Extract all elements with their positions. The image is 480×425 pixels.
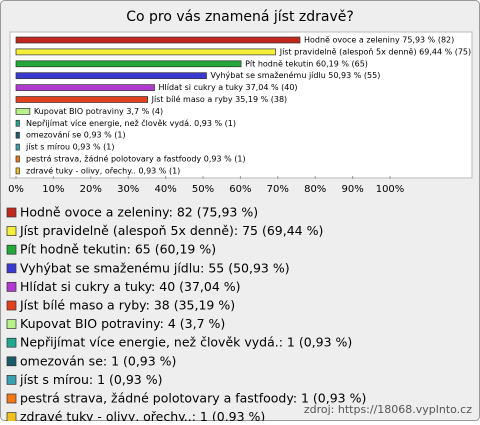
- bar: [15, 96, 148, 103]
- legend-label: omezován se: 1 (0,93 %): [20, 353, 176, 368]
- x-tick-label: 80%: [304, 184, 326, 195]
- bar: [15, 119, 20, 127]
- x-tick-label: 10%: [42, 184, 64, 195]
- bar: [15, 48, 277, 56]
- bar: [15, 167, 20, 175]
- bar-label: Jíst bílé maso a ryby 35,19 % (38): [151, 94, 288, 104]
- legend-label: Pít hodně tekutin: 65 (60,19 %): [20, 242, 216, 257]
- legend-label: pestrá strava, žádné polotovary a fastfo…: [20, 391, 366, 406]
- x-tick-label: 20%: [80, 184, 102, 195]
- x-tick-label: 70%: [267, 184, 289, 195]
- bar-label: Hodně ovoce a zeleniny 75,93 % (82): [304, 36, 454, 45]
- bar: [15, 155, 20, 163]
- bar-label: Jíst pravidelně (alespoň 5x denně) 69,44…: [279, 46, 471, 56]
- x-tick-label: 40%: [154, 184, 176, 195]
- x-tick-label: 50%: [192, 184, 214, 195]
- x-tick-label: 0%: [8, 184, 24, 195]
- legend-label: Kupovat BIO potraviny: 4 (3,7 %): [20, 316, 225, 331]
- bar: [15, 72, 207, 80]
- legend-swatch: [6, 263, 17, 274]
- bar-label: jíst s mírou 0,93 % (1): [25, 143, 114, 152]
- x-tick-label: 30%: [117, 184, 139, 195]
- legend-swatch: [6, 393, 17, 404]
- bar: [15, 131, 20, 139]
- bar-label: Kupovat BIO potraviny 3,7 % (4): [34, 107, 163, 116]
- bar: [15, 84, 155, 91]
- legend-swatch: [6, 282, 17, 292]
- bar-label: Nepřijímat více energie, než člověk vydá…: [26, 118, 236, 128]
- bar-label: Vyhýbat se smaženému jídlu 50,93 % (55): [210, 70, 380, 80]
- legend-swatch: [6, 356, 17, 367]
- legend-swatch: [6, 319, 17, 329]
- legend-swatch: [6, 226, 17, 236]
- legend-swatch: [6, 375, 17, 385]
- legend-swatch: [6, 412, 17, 422]
- bar: [15, 143, 20, 151]
- bars: Hodně ovoce a zeleniny 75,93 % (82)Jíst …: [15, 36, 471, 175]
- bar-label: Hlídat si cukry a tuky 37,04 % (40): [159, 83, 298, 92]
- legend-label: jíst s mírou: 1 (0,93 %): [19, 372, 162, 387]
- x-tick-label: 60%: [229, 184, 251, 195]
- legend-label: Jíst pravidelně (alespoň 5x denně): 75 (…: [19, 223, 323, 238]
- source: zdroj: https://18068.vyplnto.cz: [304, 403, 472, 416]
- legend-label: Nepřijímat více energie, než člověk vydá…: [20, 335, 352, 350]
- legend-label: Hlídat si cukry a tuky: 40 (37,04 %): [20, 279, 241, 294]
- legend-label: zdravé tuky - olivy, ořechy..: 1 (0,93 %…: [20, 409, 265, 421]
- legend-swatch: [6, 300, 17, 311]
- bar: [15, 36, 301, 44]
- legend-label: Hodně ovoce a zeleniny: 82 (75,93 %): [20, 205, 258, 220]
- x-tick-label: 90%: [341, 184, 363, 195]
- legend-swatch: [6, 207, 17, 218]
- bar: [15, 108, 31, 115]
- legend-label: Vyhýbat se smaženému jídlu: 55 (50,93 %): [20, 260, 290, 275]
- legend-swatch: [6, 337, 17, 348]
- bar-label: Pít hodně tekutin 60,19 % (65): [245, 59, 368, 68]
- chart-title: Co pro vás znamená jíst zdravě?: [126, 9, 354, 25]
- x-tick-label: 100%: [376, 184, 405, 195]
- bar-label: omezování se 0,93 % (1): [26, 131, 126, 140]
- bar-label: pestrá strava, žádné polotovary a fastfo…: [26, 154, 246, 164]
- legend-swatch: [6, 244, 17, 255]
- legend-label: Jíst bílé maso a ryby: 38 (35,19 %): [19, 298, 235, 313]
- bar: [15, 60, 242, 68]
- plot-area: [9, 31, 473, 179]
- bar-label: zdravé tuky - olivy, ořechy.. 0,93 % (1): [26, 165, 180, 175]
